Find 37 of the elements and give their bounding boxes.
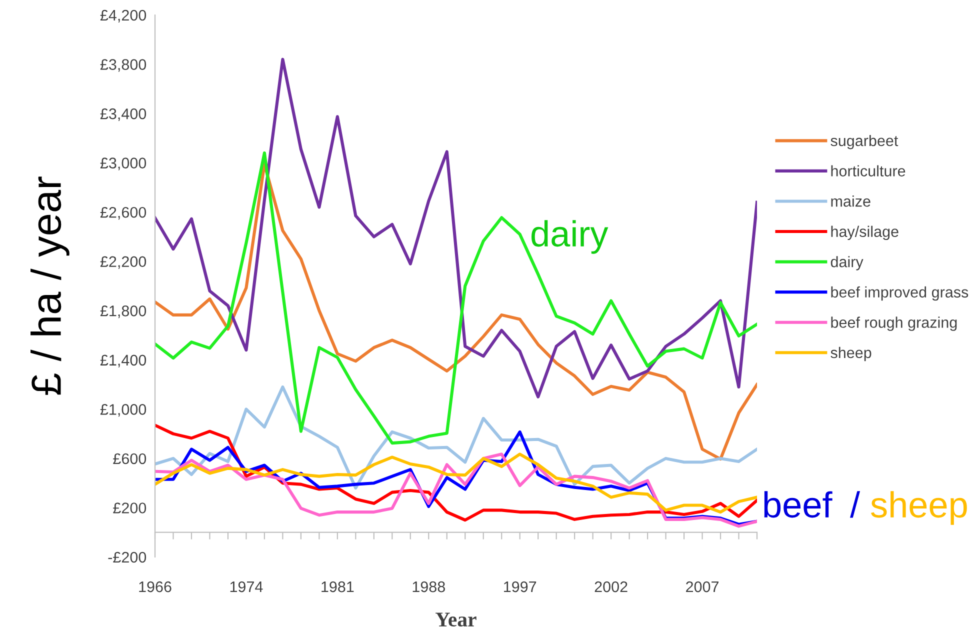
line-series [155,58,757,398]
legend-label: dairy [830,256,864,270]
x-tick-label: 1997 [504,581,536,592]
legend-label: horticulture [831,165,906,176]
y-tick-label: £1,400 [100,354,146,368]
line-series [155,452,757,514]
line-series [155,385,757,490]
x-axis-title: Year [436,612,476,627]
y-tick-label: £2,200 [100,256,146,269]
y-axis-title: £ / ha / year [30,176,70,395]
annotation: dairy [532,220,608,254]
legend-label: sheep [830,346,872,362]
legend-label: hay/silage [831,226,898,240]
legend-label: beef rough grazing [831,316,957,331]
y-tick-label: £1,000 [100,404,146,417]
legend-label: sugarbeet [830,134,898,150]
x-tick-label: 2002 [594,581,628,592]
x-tick-label: 1974 [230,581,263,592]
y-tick-label: £3,400 [100,108,146,122]
y-tick-label: £3,000 [100,158,146,170]
text: beef [764,491,832,518]
text: sheep [871,491,967,525]
y-tick-label: £4,200 [100,10,146,22]
text: / [850,491,860,518]
line-series [155,452,757,528]
y-tick-label: £1,800 [100,306,146,318]
y-tick-label: -£200 [108,552,146,563]
x-tick-label: 1981 [322,581,354,592]
x-tick-label: 1966 [139,581,172,592]
y-tick-label: £2,600 [100,206,146,220]
y-tick-label: £200 [113,502,146,514]
legend-label: maize [831,196,870,207]
x-tick-label: 1988 [412,581,445,592]
y-tick-label: £3,800 [100,59,146,72]
x-tick-label: 2007 [686,581,718,592]
y-tick-label: £600 [113,453,146,464]
legend-label: beef improved grass [831,286,968,301]
